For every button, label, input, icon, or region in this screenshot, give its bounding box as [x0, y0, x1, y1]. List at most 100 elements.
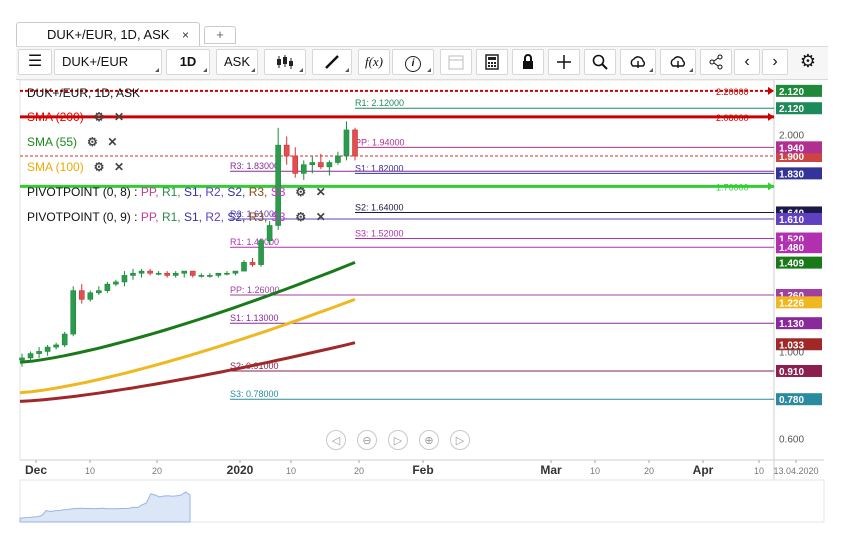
price-type-select[interactable]: ASK [216, 49, 258, 75]
close-icon[interactable]: × [181, 28, 189, 42]
gear-icon[interactable]: ⚙ [86, 135, 98, 149]
line-arrow-icon [768, 112, 774, 121]
candle-body [172, 272, 179, 276]
pivot-axis-tag [776, 317, 822, 330]
reset-view-button[interactable]: ▷ [388, 430, 408, 450]
candle-body [36, 351, 42, 354]
candle-body [138, 270, 145, 274]
cloud-upload-icon[interactable] [620, 49, 656, 75]
pivot-axis-tag [776, 393, 822, 406]
candle-body [27, 353, 34, 359]
symbol-input[interactable]: DUK+/EUR [54, 49, 162, 75]
gear-icon[interactable]: ⚙ [295, 210, 307, 224]
pivot-label: R3: 1.83000 [230, 161, 279, 171]
zoom-out-button[interactable]: ⊖ [357, 430, 377, 450]
chart-type-icon[interactable] [264, 49, 306, 75]
candle-body [61, 333, 68, 346]
draw-tool-icon[interactable] [312, 49, 352, 75]
gear-icon[interactable]: ⚙ [295, 185, 307, 199]
function-icon[interactable]: f(x) [358, 49, 390, 75]
x-tick-label: 20 [354, 466, 364, 476]
candlestick-icon [277, 55, 293, 69]
lock-icon[interactable] [512, 49, 544, 75]
legend-pivot-item: PP, [140, 210, 162, 224]
chart-title: DUK+/EUR, 1D, ASK [27, 86, 141, 100]
y-tick-label: 0.600 [779, 434, 804, 445]
pivot-axis-tag [776, 212, 822, 225]
candle-body [326, 162, 333, 168]
pivot-label: R2: 1.61000 [230, 209, 279, 219]
interval-select[interactable]: 1D [166, 49, 210, 75]
gear-icon[interactable]: ⚙ [93, 160, 105, 174]
pivot-axis-tag [776, 102, 822, 115]
candle-body [147, 270, 153, 274]
close-icon[interactable]: ✕ [315, 185, 326, 199]
candle-body [249, 262, 256, 265]
x-tick-label: 13.04.2020 [773, 466, 818, 476]
pivot-label: S1: 1.82000 [355, 163, 404, 173]
info-icon[interactable]: i [392, 49, 434, 75]
horizontal-line-label: 2.20000 [716, 87, 749, 97]
x-tick-label: 2020 [227, 463, 254, 477]
y-tick-label: 1.000 [779, 347, 804, 358]
settings-gear-icon[interactable]: ⚙ [799, 51, 817, 71]
legend-separator: : [134, 210, 141, 224]
legend-pivot-item: S1, [183, 185, 206, 199]
candle-body [181, 270, 188, 274]
pan-left-button[interactable]: ◁ [326, 430, 346, 450]
legend-pivot9-items: : PP, R1, S1, R2, S2, R3, S3 [134, 210, 289, 224]
calendar-icon[interactable] [440, 49, 472, 75]
x-tick-label: Mar [540, 463, 562, 477]
share-icon[interactable] [700, 49, 732, 75]
crosshair-icon[interactable] [548, 49, 580, 75]
candle-body [198, 275, 205, 277]
candle-body [352, 129, 358, 157]
pivot-label: S2: 1.64000 [355, 202, 404, 212]
candle-body [121, 275, 128, 283]
legend-separator: : [134, 185, 141, 199]
axis-tag-label: 2.120 [779, 87, 804, 98]
legend-sma55-label: SMA (55) [27, 135, 78, 149]
pivot-axis-label: 2.120 [779, 104, 804, 115]
share-glyph [709, 54, 723, 70]
legend-sma55: SMA (55) ⚙ ✕ [27, 135, 120, 149]
x-tick-label: 10 [590, 466, 600, 476]
candle-body [266, 225, 273, 241]
legend-pivot9: PIVOTPOINT (0, 9) : PP, R1, S1, R2, S2, … [27, 210, 329, 224]
close-icon[interactable]: ✕ [107, 135, 118, 149]
symbol-value: DUK+/EUR [62, 54, 129, 69]
cloud-download-icon[interactable] [660, 49, 696, 75]
close-icon[interactable]: ✕ [114, 160, 125, 174]
scroll-right-icon[interactable]: › [762, 49, 788, 75]
add-tab-button[interactable]: + [204, 26, 236, 44]
zoom-in-button[interactable]: ⊕ [419, 430, 439, 450]
sma-curve [19, 297, 356, 395]
candle-body [232, 270, 239, 274]
pivot-axis-label: 1.130 [779, 319, 804, 330]
magnifier-glyph [592, 54, 608, 70]
candle-body [130, 272, 136, 276]
zoom-icon[interactable] [584, 49, 616, 75]
sma-axis-label: 1.033 [779, 340, 804, 351]
legend-pivot-item: S3 [270, 185, 289, 199]
x-tick-label: 20 [644, 466, 654, 476]
crosshair-glyph [557, 55, 571, 69]
candle-body [44, 346, 51, 352]
sma-axis-label: 1.409 [779, 259, 804, 270]
tab-chart[interactable]: DUK+/EUR, 1D, ASK × [16, 22, 200, 47]
legend-pivot-item: S3 [270, 210, 289, 224]
scroll-left-icon[interactable]: ‹ [734, 49, 760, 75]
close-icon[interactable]: ✕ [114, 110, 125, 124]
gear-icon[interactable]: ⚙ [93, 110, 105, 124]
pan-right-button[interactable]: ▷ [450, 430, 470, 450]
legend-sma200: SMA (200) ⚙ ✕ [27, 110, 127, 124]
close-icon[interactable]: ✕ [315, 210, 326, 224]
calculator-icon[interactable] [476, 49, 508, 75]
x-tick-label: Feb [412, 463, 433, 477]
candle-body [78, 290, 85, 300]
menu-icon[interactable]: ☰ [18, 49, 52, 75]
tab-label: DUK+/EUR, 1D, ASK [47, 27, 170, 42]
pivot-label: S3: 0.78000 [230, 389, 279, 399]
chart-toolbar: ☰ DUK+/EUR 1D ASK f(x) i [16, 46, 828, 80]
